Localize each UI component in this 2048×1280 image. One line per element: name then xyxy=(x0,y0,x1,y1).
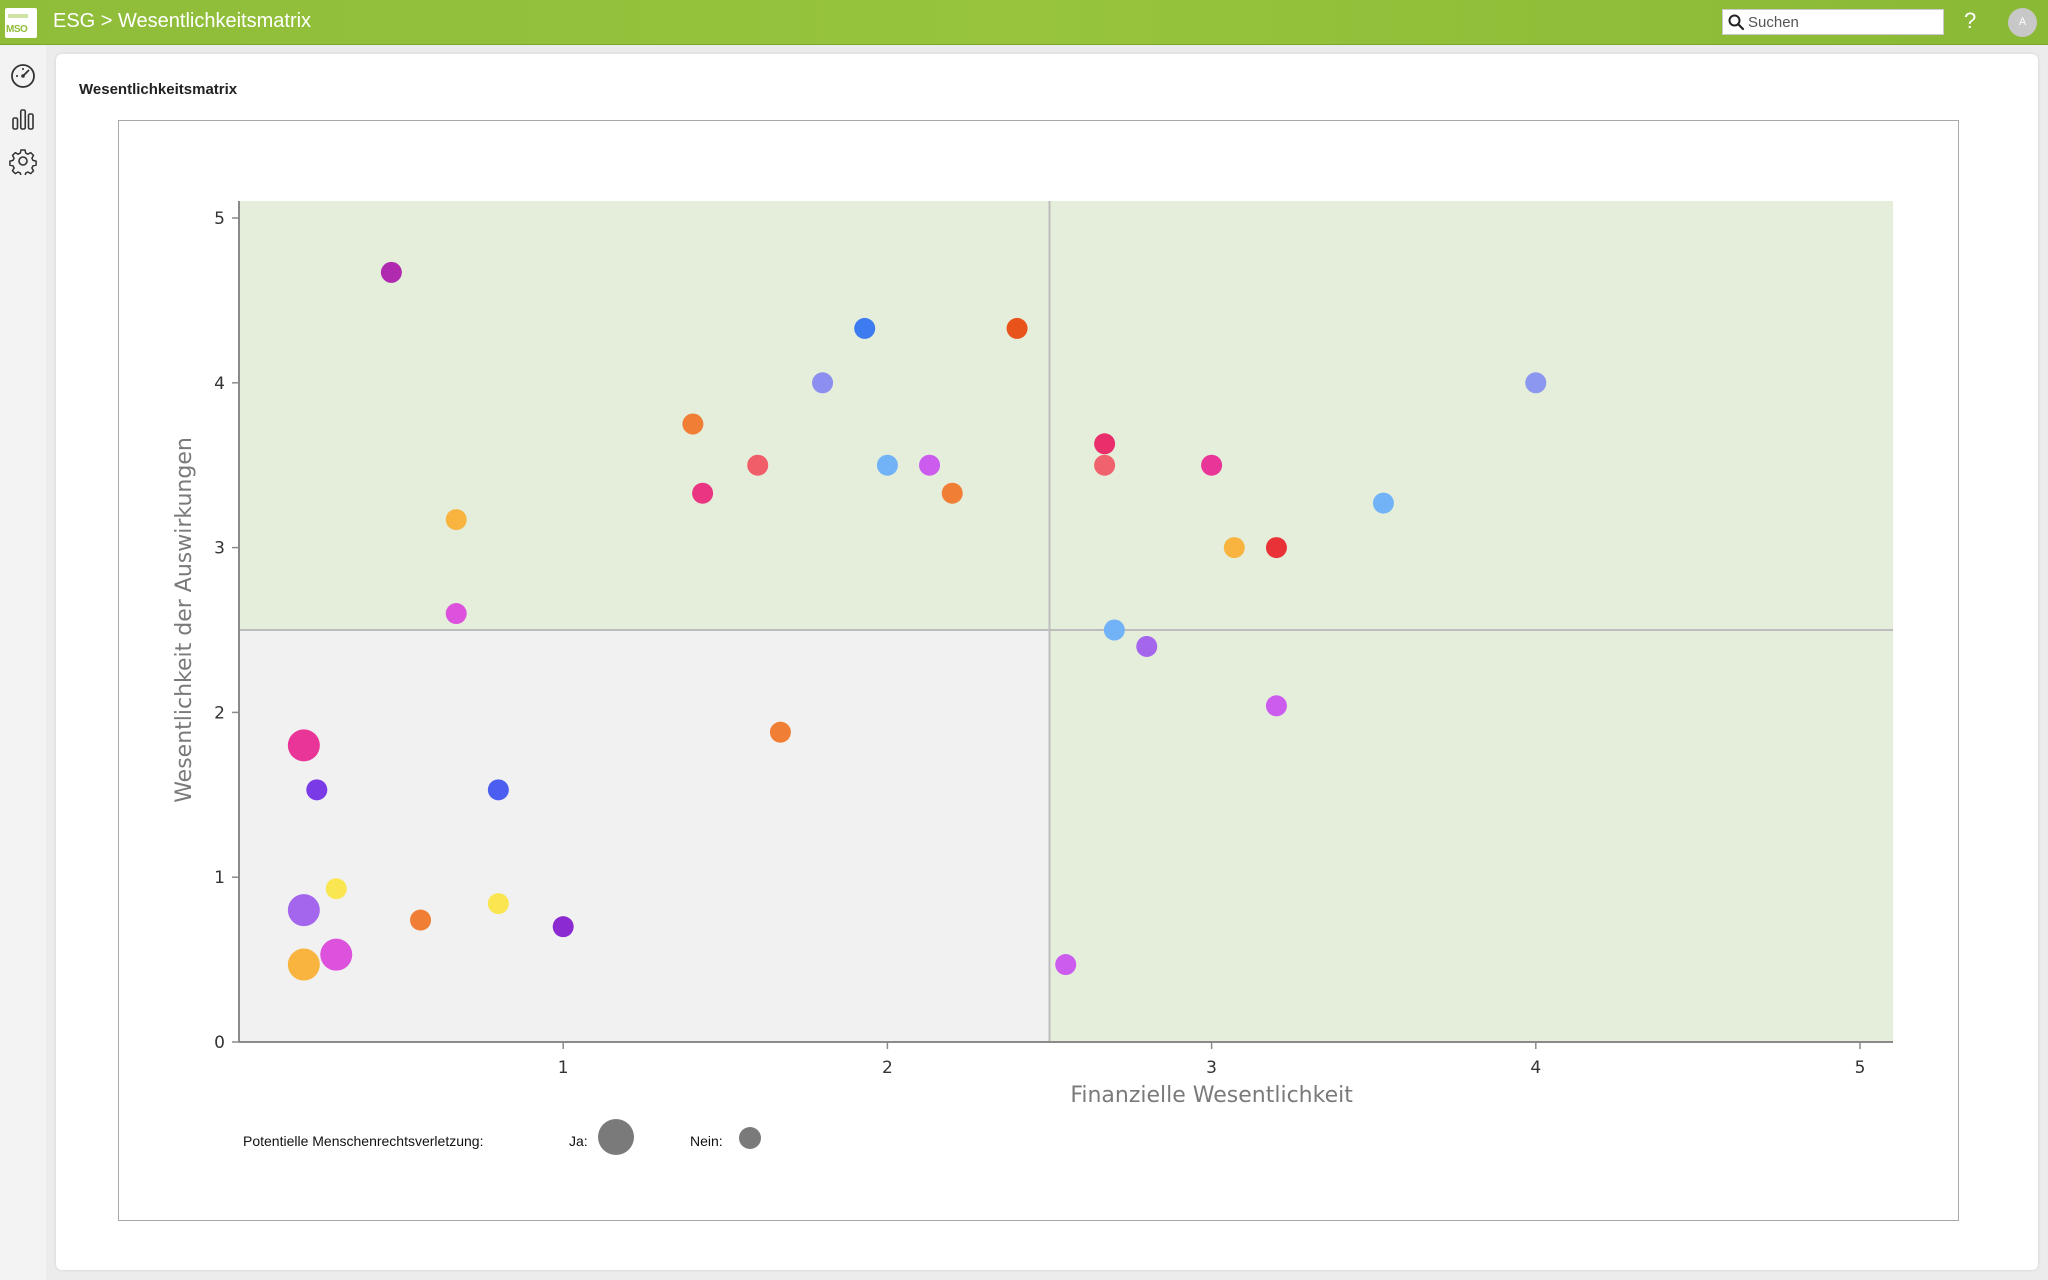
data-point xyxy=(812,372,834,394)
data-point xyxy=(487,779,509,801)
bar-chart-icon[interactable] xyxy=(9,105,37,133)
data-point xyxy=(1006,317,1028,339)
data-point xyxy=(552,916,574,938)
logo-mark xyxy=(8,14,28,18)
legend-no-label: Nein: xyxy=(690,1133,723,1149)
data-point xyxy=(692,482,714,504)
data-point xyxy=(854,317,876,339)
data-point xyxy=(919,454,941,476)
data-point xyxy=(1055,954,1077,976)
data-point xyxy=(1265,537,1287,559)
data-point xyxy=(445,509,467,531)
x-tick-label: 5 xyxy=(1855,1058,1866,1078)
y-tick-label: 2 xyxy=(214,703,225,723)
data-point xyxy=(445,603,467,625)
data-point xyxy=(1103,619,1125,641)
y-axis-label: Wesentlichkeit der Auswirkungen xyxy=(172,437,197,803)
data-point xyxy=(1136,635,1158,657)
search-box[interactable] xyxy=(1722,9,1944,35)
data-point xyxy=(380,261,402,283)
search-icon xyxy=(1728,14,1745,31)
x-tick-label: 1 xyxy=(558,1058,569,1078)
top-bar: MSO ESG > Wesentlichkeitsmatrix ? A xyxy=(0,0,2048,45)
help-button[interactable]: ? xyxy=(1964,8,1977,33)
data-point xyxy=(1525,372,1547,394)
data-point xyxy=(287,948,320,981)
user-avatar[interactable]: A xyxy=(2008,8,2037,37)
y-tick-label: 5 xyxy=(214,209,225,229)
data-point xyxy=(325,878,347,900)
data-point xyxy=(410,909,432,931)
app-logo[interactable]: MSO xyxy=(5,8,37,38)
data-point xyxy=(287,894,320,927)
sidebar xyxy=(0,45,46,1280)
data-point xyxy=(1223,537,1245,559)
y-tick-label: 3 xyxy=(214,539,225,559)
legend-yes-label: Ja: xyxy=(569,1133,588,1149)
data-point xyxy=(682,413,704,435)
data-point xyxy=(1372,492,1394,514)
legend-label: Potentielle Menschenrechtsverletzung: xyxy=(243,1133,484,1149)
data-point xyxy=(287,729,320,762)
x-tick-label: 4 xyxy=(1530,1058,1541,1078)
data-point xyxy=(320,938,353,971)
data-point xyxy=(876,454,898,476)
data-point xyxy=(487,893,509,915)
materiality-matrix-chart: 1 2 3 4 5 0 1 2 3 4 5 Finanzielle Wesentlichkeit W… xyxy=(172,201,1893,1108)
y-tick-label: 4 xyxy=(214,374,225,394)
data-point xyxy=(1265,695,1287,717)
gear-icon[interactable] xyxy=(9,147,37,175)
data-point xyxy=(306,779,328,801)
data-point xyxy=(1094,433,1116,455)
x-tick-label: 3 xyxy=(1206,1058,1217,1078)
page-title: Wesentlichkeitsmatrix xyxy=(79,81,238,98)
data-point xyxy=(1201,454,1223,476)
x-tick-label: 2 xyxy=(882,1058,893,1078)
breadcrumb[interactable]: ESG > Wesentlichkeitsmatrix xyxy=(53,10,312,32)
non-material-quadrant xyxy=(239,630,1050,1042)
x-axis-label: Finanzielle Wesentlichkeit xyxy=(1070,1083,1353,1108)
search-input[interactable] xyxy=(1748,12,1938,32)
legend-no-marker xyxy=(739,1127,761,1149)
data-point xyxy=(747,454,769,476)
logo-text: MSO xyxy=(6,24,28,35)
y-tick-label: 1 xyxy=(214,868,225,888)
data-point xyxy=(1094,454,1116,476)
data-point xyxy=(941,482,963,504)
y-tick-label: 0 xyxy=(214,1033,225,1053)
data-point xyxy=(769,721,791,743)
legend-yes-marker xyxy=(598,1119,634,1155)
chart-frame: 1 2 3 4 5 0 1 2 3 4 5 Finanzielle Wesentlichkeit W… xyxy=(118,120,1959,1221)
dashboard-gauge-icon[interactable] xyxy=(9,62,37,90)
